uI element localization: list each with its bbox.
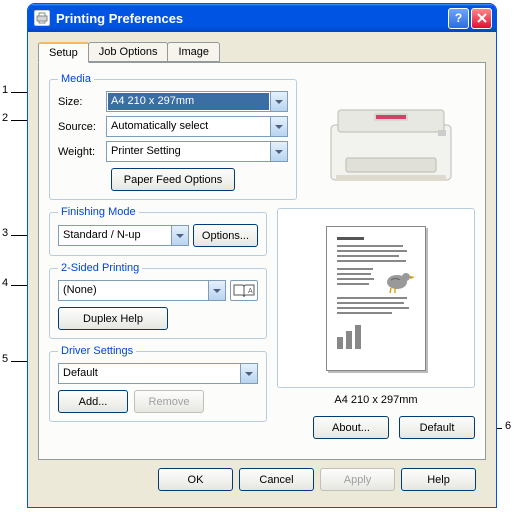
driver-legend: Driver Settings	[58, 345, 136, 357]
svg-text:A: A	[248, 288, 253, 295]
driver-value: Default	[59, 364, 240, 383]
callout-4: 4	[2, 277, 8, 289]
ok-button[interactable]: OK	[158, 468, 233, 491]
driver-remove-button: Remove	[134, 390, 204, 413]
tab-image[interactable]: Image	[167, 42, 220, 62]
size-value: A4 210 x 297mm	[108, 93, 269, 110]
callout-1: 1	[2, 84, 8, 96]
callout-3: 3	[2, 227, 8, 239]
setup-panel: Media Size: A4 210 x 297mm Source: Autom…	[38, 62, 486, 460]
page-preview	[326, 226, 426, 371]
chevron-down-icon	[208, 281, 225, 300]
paper-feed-options-button[interactable]: Paper Feed Options	[111, 168, 235, 191]
media-legend: Media	[58, 73, 94, 85]
finishing-options-button[interactable]: Options...	[193, 224, 258, 247]
chevron-down-icon	[240, 364, 257, 383]
chevron-down-icon	[171, 226, 188, 245]
chevron-down-icon	[270, 117, 287, 136]
size-label: Size:	[58, 96, 102, 108]
weight-combo[interactable]: Printer Setting	[106, 141, 288, 162]
cancel-button[interactable]: Cancel	[239, 468, 314, 491]
finishing-mode-group: Finishing Mode Standard / N-up Options..…	[49, 206, 267, 256]
help-button[interactable]: Help	[401, 468, 476, 491]
chevron-down-icon	[270, 92, 287, 111]
driver-add-button[interactable]: Add...	[58, 390, 128, 413]
duplex-combo[interactable]: (None)	[58, 280, 226, 301]
duplex-help-button[interactable]: Duplex Help	[58, 307, 168, 330]
dialog-body: Setup Job Options Image Media Size: A4 2…	[28, 32, 496, 507]
booklet-icon: A	[230, 280, 258, 301]
callout-2: 2	[2, 112, 8, 124]
finishing-value: Standard / N-up	[59, 226, 171, 245]
source-value: Automatically select	[107, 117, 270, 136]
apply-button: Apply	[320, 468, 395, 491]
about-button[interactable]: About...	[313, 416, 389, 439]
default-button[interactable]: Default	[399, 416, 475, 439]
duplex-value: (None)	[59, 281, 208, 300]
printing-preferences-dialog: Printing Preferences ? Setup Job Options…	[27, 3, 497, 508]
chevron-down-icon	[270, 142, 287, 161]
source-combo[interactable]: Automatically select	[106, 116, 288, 137]
media-group: Media Size: A4 210 x 297mm Source: Autom…	[49, 73, 297, 200]
source-label: Source:	[58, 121, 102, 133]
weight-value: Printer Setting	[107, 142, 270, 161]
size-combo[interactable]: A4 210 x 297mm	[106, 91, 288, 112]
dialog-button-row: OK Cancel Apply Help	[38, 460, 486, 499]
printer-icon	[34, 10, 50, 26]
preview-caption: A4 210 x 297mm	[277, 394, 475, 410]
callout-5: 5	[2, 353, 8, 365]
page-preview-box	[277, 208, 475, 388]
tab-job-options[interactable]: Job Options	[88, 42, 169, 62]
tabstrip: Setup Job Options Image	[38, 40, 486, 62]
titlebar-close-button[interactable]	[471, 8, 492, 29]
titlebar-help-button[interactable]: ?	[448, 8, 469, 29]
driver-settings-group: Driver Settings Default Add... Remove	[49, 345, 267, 422]
callout-6: 6	[505, 420, 511, 432]
tab-setup[interactable]: Setup	[38, 42, 89, 63]
duplex-group: 2-Sided Printing (None) A	[49, 262, 267, 339]
finishing-legend: Finishing Mode	[58, 206, 139, 218]
finishing-combo[interactable]: Standard / N-up	[58, 225, 189, 246]
window-title: Printing Preferences	[56, 11, 446, 26]
bird-icon	[381, 268, 415, 294]
weight-label: Weight:	[58, 146, 102, 158]
printer-illustration	[307, 73, 475, 196]
duplex-legend: 2-Sided Printing	[58, 262, 142, 274]
driver-combo[interactable]: Default	[58, 363, 258, 384]
titlebar: Printing Preferences ?	[28, 4, 496, 32]
